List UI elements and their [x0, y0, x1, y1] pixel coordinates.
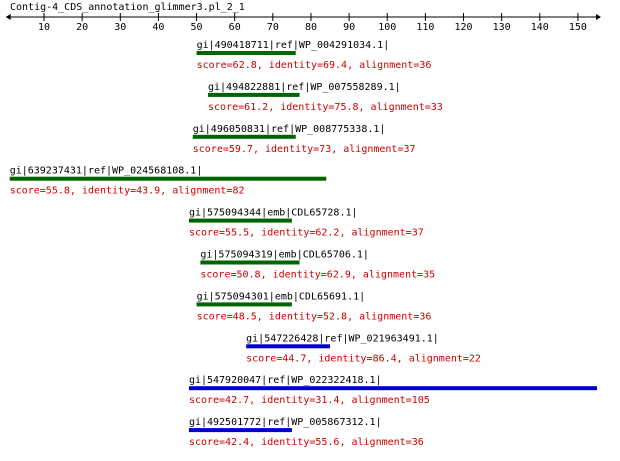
hit-score: score=59.7, identity=73, alignment=37: [193, 144, 416, 155]
x-tick-label: 10: [38, 22, 50, 33]
x-tick-label: 120: [454, 22, 472, 33]
hit-score: score=61.2, identity=75.8, alignment=33: [208, 102, 443, 113]
hit-label: gi|547920047|ref|WP_022322418.1|: [189, 375, 382, 386]
x-tick-label: 80: [305, 22, 317, 33]
x-tick-label: 110: [416, 22, 434, 33]
hit-bar: [192, 134, 296, 139]
axis-arrow-left: [5, 14, 11, 20]
hit-bar: [188, 218, 292, 223]
hit-score: score=42.7, identity=31.4, alignment=105: [189, 395, 430, 406]
x-tick-label: 100: [378, 22, 396, 33]
title: Contig-4_CDS_annotation_glimmer3.pl_2_1: [10, 2, 245, 13]
x-tick-label: 50: [191, 22, 203, 33]
hit-bar: [9, 176, 327, 181]
hit-score: score=50.8, identity=62.9, alignment=35: [200, 270, 435, 281]
hit-label: gi|575094319|emb|CDL65706.1|: [200, 250, 369, 261]
hit-label: gi|575094344|emb|CDL65728.1|: [189, 208, 358, 219]
x-tick-label: 60: [229, 22, 241, 33]
x-tick-label: 140: [531, 22, 549, 33]
hit-score: score=48.5, identity=52.8, alignment=36: [197, 311, 432, 322]
axis-arrow-right: [596, 14, 601, 20]
hit-score: score=55.8, identity=43.9, alignment=82: [10, 186, 245, 197]
hit-label: gi|490418711|ref|WP_004291034.1|: [197, 40, 390, 51]
hit-label: gi|547226428|ref|WP_021963491.1|: [246, 333, 439, 344]
hit-bar: [196, 302, 292, 307]
hit-label: gi|575094301|emb|CDL65691.1|: [197, 291, 366, 302]
x-tick-label: 20: [76, 22, 88, 33]
hit-score: score=55.5, identity=62.2, alignment=37: [189, 228, 424, 239]
hit-bar: [196, 51, 296, 55]
hit-label: gi|494822881|ref|WP_007558289.1|: [208, 82, 401, 93]
hit-score: score=44.7, identity=86.4, alignment=22: [246, 353, 481, 364]
x-tick-label: 130: [493, 22, 511, 33]
hit-label: gi|492501772|ref|WP_005867312.1|: [189, 417, 382, 428]
x-tick-label: 30: [114, 22, 126, 33]
hit-label: gi|496050831|ref|WP_008775338.1|: [193, 124, 386, 135]
hit-score: score=62.8, identity=69.4, alignment=36: [197, 60, 432, 71]
hit-bar: [188, 428, 292, 433]
hit-label: gi|639237431|ref|WP_024568108.1|: [10, 166, 203, 177]
hit-bar: [208, 92, 300, 97]
hit-score: score=42.4, identity=55.6, alignment=36: [189, 437, 424, 448]
hit-bar: [246, 344, 331, 349]
x-tick-label: 150: [569, 22, 587, 33]
x-tick-label: 90: [343, 22, 355, 33]
x-tick-label: 70: [267, 22, 279, 33]
hit-bar: [188, 386, 597, 391]
hit-bar: [200, 260, 300, 265]
x-tick-label: 40: [152, 22, 164, 33]
